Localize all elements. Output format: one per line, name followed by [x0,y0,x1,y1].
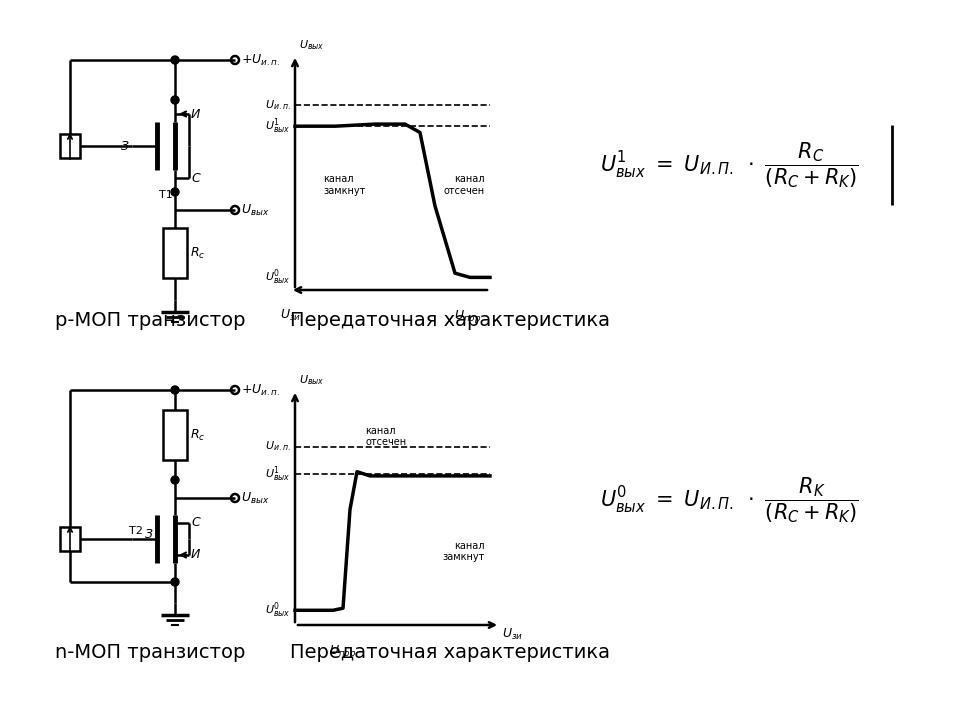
Text: канал
замкнут: канал замкнут [323,174,366,196]
Text: $U_{зи}$: $U_{зи}$ [280,308,301,323]
Text: З: З [145,528,153,541]
Text: канал
замкнут: канал замкнут [443,541,485,562]
Text: Т2: Т2 [130,526,143,536]
Circle shape [171,188,179,196]
Circle shape [171,96,179,104]
Text: $U_{пор}$: $U_{пор}$ [454,308,482,325]
Text: $U^0_{вых}$: $U^0_{вых}$ [266,600,291,620]
Bar [60,134,80,158]
Text: $U_{зи}$: $U_{зи}$ [502,627,523,642]
Bar [163,410,187,460]
Text: С: С [191,171,200,184]
Text: С: С [191,516,200,529]
Text: $R_c$: $R_c$ [190,246,205,261]
Text: Передаточная характеристика: Передаточная характеристика [290,642,610,662]
Text: Т1: Т1 [159,190,173,200]
Circle shape [171,578,179,586]
Text: канал
отсечен: канал отсечен [365,426,406,447]
Text: $U^0_{вых}\ =\ U_{И.П.}\ \cdot\ \dfrac{R_K}{(R_C + R_K)}$: $U^0_{вых}\ =\ U_{И.П.}\ \cdot\ \dfrac{R… [600,475,859,525]
Text: n-МОП транзистор: n-МОП транзистор [55,642,246,662]
Text: $U^1_{вых}\ =\ U_{И.П.}\ \cdot\ \dfrac{R_C}{(R_C + R_K)}$: $U^1_{вых}\ =\ U_{И.П.}\ \cdot\ \dfrac{R… [600,140,859,190]
Text: канал
отсечен: канал отсечен [444,174,485,196]
Text: $U^1_{вых}$: $U^1_{вых}$ [266,464,291,484]
Bar [163,228,187,278]
Text: $U_{вых}$: $U_{вых}$ [299,373,324,387]
Text: $U_{пор}$: $U_{пор}$ [329,643,357,660]
Text: $U_{вых}$: $U_{вых}$ [241,490,270,505]
Text: $U_{и.п.}$: $U_{и.п.}$ [265,440,291,454]
Text: р-МОП транзистор: р-МОП транзистор [55,310,246,330]
Text: Передаточная характеристика: Передаточная характеристика [290,310,610,330]
Text: $U_{вых}$: $U_{вых}$ [241,202,270,217]
Text: $U_{вых}$: $U_{вых}$ [299,38,324,52]
Circle shape [171,56,179,64]
Text: $+U_{и.п.}$: $+U_{и.п.}$ [241,53,280,68]
Text: $U^0_{вых}$: $U^0_{вых}$ [266,268,291,287]
Circle shape [171,476,179,484]
Text: $U^1_{вых}$: $U^1_{вых}$ [266,117,291,136]
Text: $R_c$: $R_c$ [190,428,205,443]
Bar [60,527,80,551]
Text: З: З [121,140,129,153]
Circle shape [171,386,179,394]
Text: И: И [191,107,201,120]
Text: $+U_{и.п.}$: $+U_{и.п.}$ [241,382,280,397]
Text: И: И [191,549,201,562]
Text: $U_{и.п.}$: $U_{и.п.}$ [265,99,291,112]
